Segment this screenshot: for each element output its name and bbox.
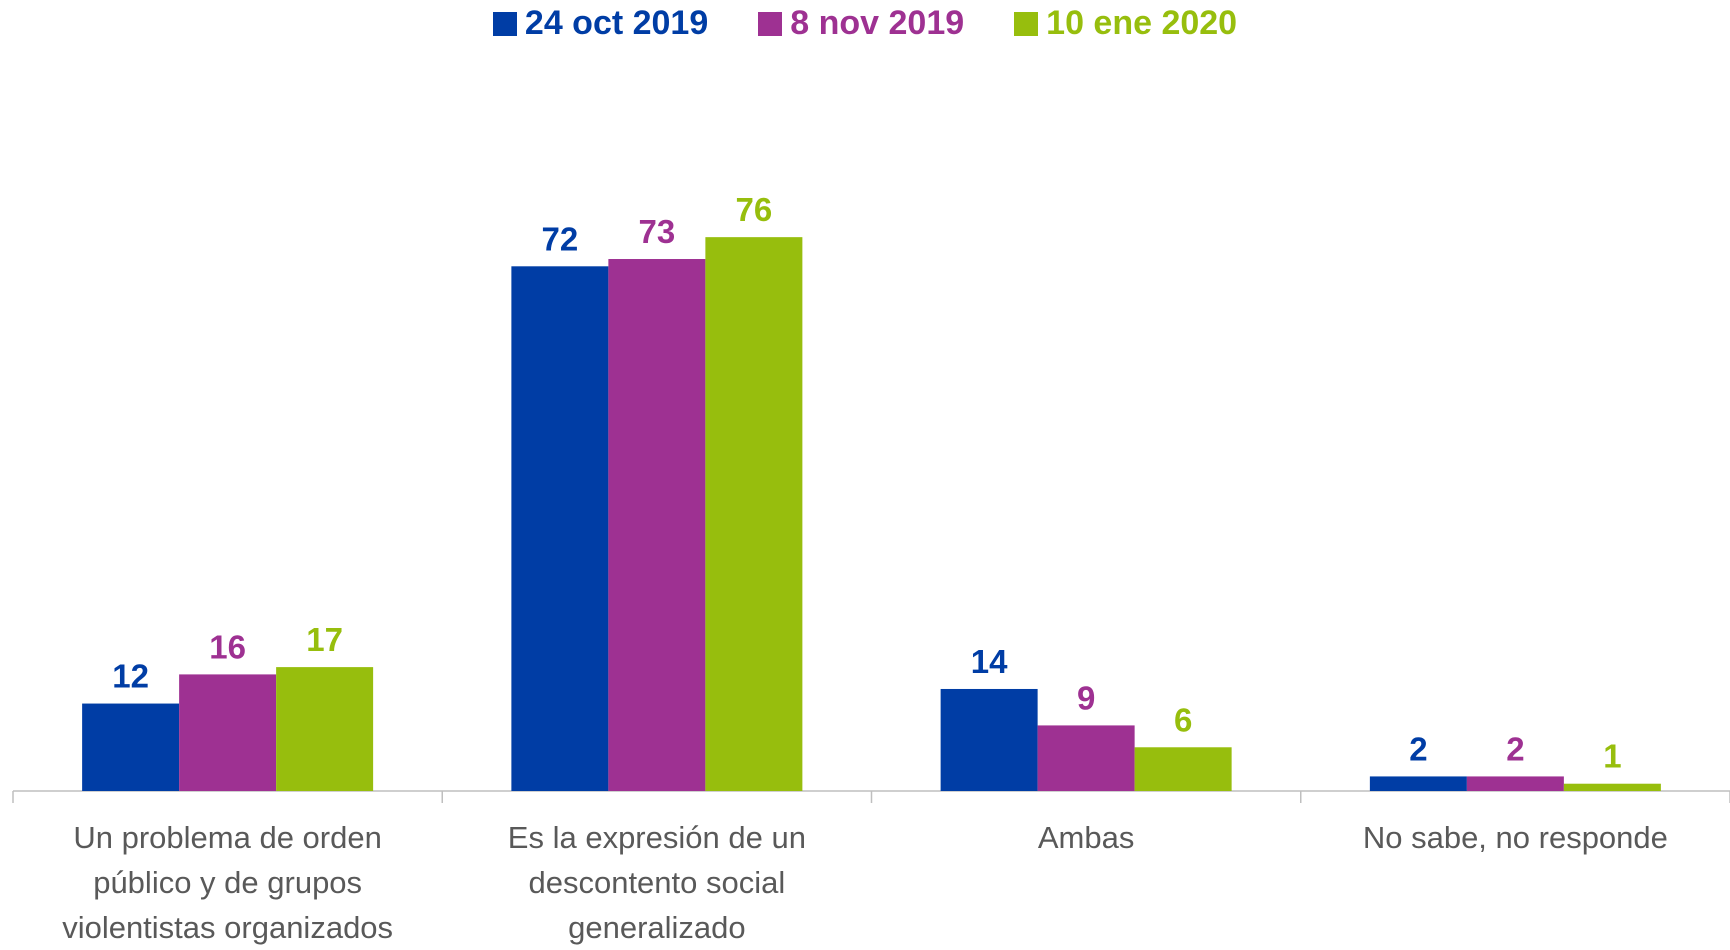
data-label: 16 bbox=[209, 628, 246, 665]
data-label: 17 bbox=[306, 621, 343, 658]
bar bbox=[1134, 747, 1232, 791]
bar bbox=[276, 667, 374, 791]
x-tick-label: Un problema de orden público y de grupos… bbox=[62, 820, 394, 945]
data-label: 72 bbox=[542, 220, 579, 257]
bar bbox=[1466, 776, 1564, 791]
data-label: 76 bbox=[736, 191, 773, 228]
bar bbox=[608, 259, 706, 791]
data-label: 2 bbox=[1506, 730, 1524, 767]
x-tick-label: Es la expresión de un descontento social… bbox=[507, 820, 806, 945]
legend-label: 10 ene 2020 bbox=[1046, 4, 1238, 42]
legend-swatch bbox=[1014, 11, 1039, 36]
legend-item: 10 ene 2020 bbox=[1014, 4, 1237, 43]
data-label: 9 bbox=[1077, 679, 1095, 716]
bar bbox=[82, 703, 180, 791]
bar bbox=[705, 237, 803, 791]
legend-label: 8 nov 2019 bbox=[790, 4, 965, 42]
legend-label: 24 oct 2019 bbox=[524, 4, 709, 42]
legend-item: 8 nov 2019 bbox=[758, 4, 964, 43]
bar bbox=[1037, 725, 1135, 791]
bar bbox=[1369, 776, 1467, 791]
bar bbox=[940, 688, 1038, 791]
legend-swatch bbox=[492, 11, 517, 36]
data-label: 14 bbox=[971, 643, 1008, 680]
legend-item: 24 oct 2019 bbox=[492, 4, 709, 43]
bar bbox=[179, 674, 277, 791]
data-label: 6 bbox=[1174, 701, 1192, 738]
bar bbox=[1563, 783, 1661, 791]
bar bbox=[511, 266, 609, 791]
data-label: 73 bbox=[639, 213, 676, 250]
legend: 24 oct 2019 8 nov 2019 10 ene 2020 bbox=[0, 4, 1730, 43]
legend-swatch bbox=[758, 11, 783, 36]
x-tick-label: Ambas bbox=[1037, 820, 1135, 855]
x-tick-label: No sabe, no responde bbox=[1362, 820, 1668, 855]
data-label: 2 bbox=[1409, 730, 1427, 767]
data-label: 1 bbox=[1603, 738, 1621, 775]
data-label: 12 bbox=[112, 658, 149, 695]
